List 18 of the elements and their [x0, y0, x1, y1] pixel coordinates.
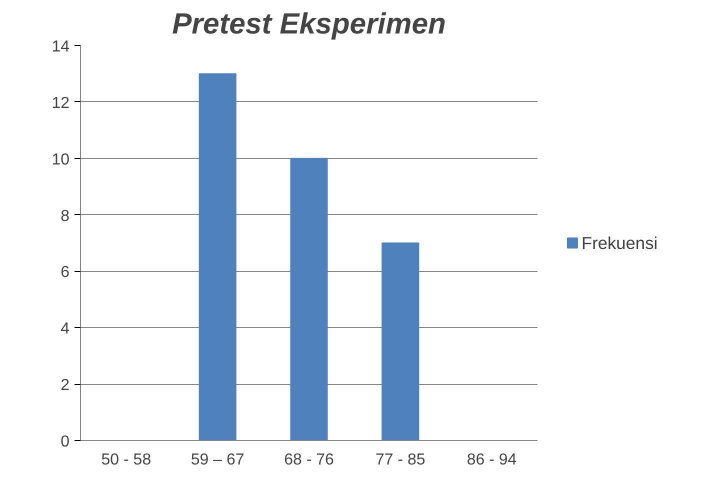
x-tick-label: 50 - 58	[101, 452, 152, 468]
y-tick-label: 4	[60, 320, 70, 338]
y-tick-label: 0	[60, 434, 70, 450]
bar	[290, 158, 328, 440]
bar	[198, 73, 236, 440]
y-tick-label: 8	[60, 208, 70, 225]
x-tick-label: 86 - 94	[466, 452, 517, 468]
y-tick-label: 6	[60, 264, 70, 282]
y-tick-label: 10	[52, 151, 70, 168]
y-tick-label: 12	[52, 94, 70, 112]
y-tick-label: 14	[52, 38, 70, 56]
x-tick-label: 77 - 85	[375, 452, 426, 468]
bar	[382, 242, 420, 440]
y-tick-label: 2	[60, 377, 70, 394]
legend-label: Frekuensi	[582, 233, 658, 253]
x-tick-label: 59 – 67	[190, 452, 244, 468]
x-tick-label: 68 - 76	[284, 452, 334, 468]
chart-title: Pretest Eksperimen	[172, 8, 446, 40]
